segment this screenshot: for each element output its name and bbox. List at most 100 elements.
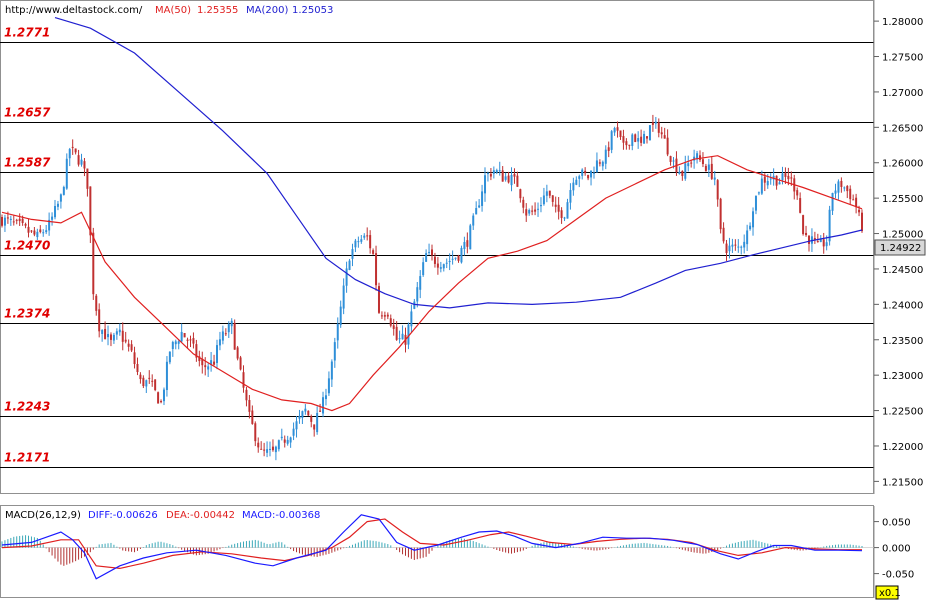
candle-bull xyxy=(416,287,419,302)
candle-bull xyxy=(80,159,83,165)
candle-bear xyxy=(628,144,631,146)
candle-bull xyxy=(743,241,746,248)
candle-bear xyxy=(846,186,849,192)
candle-bear xyxy=(133,352,136,365)
macd-name: MACD(26,12,9) xyxy=(5,510,81,521)
candle-bear xyxy=(392,325,395,329)
level-label: 1.2587 xyxy=(4,156,51,170)
price-tick-label: 1.27500 xyxy=(882,53,923,64)
candle-bear xyxy=(95,295,98,311)
candle-bear xyxy=(271,446,274,451)
candle-bull xyxy=(687,163,690,167)
candle-bear xyxy=(224,333,227,335)
candle-bear xyxy=(369,235,372,249)
price-tick-label: 1.26000 xyxy=(882,159,923,170)
candle-bull xyxy=(65,158,68,189)
candle-bull xyxy=(101,330,104,334)
candle-bull xyxy=(592,172,595,174)
candle-bull xyxy=(171,342,174,350)
candle-bull xyxy=(672,160,675,162)
candle-bear xyxy=(142,377,145,387)
candle-bear xyxy=(254,423,257,442)
candle-bear xyxy=(148,377,151,379)
price-tick-label: 1.21500 xyxy=(882,477,923,488)
candle-bull xyxy=(439,267,442,269)
candle-bear xyxy=(121,330,124,342)
candle-bear xyxy=(27,226,30,233)
candle-bull xyxy=(445,262,448,264)
candle-bull xyxy=(316,412,319,433)
candle-bull xyxy=(162,389,165,402)
candle-bear xyxy=(858,209,861,213)
candle-bear xyxy=(366,235,369,237)
zoom-badge[interactable] xyxy=(875,585,899,600)
candle-bull xyxy=(336,323,339,341)
candle-bear xyxy=(136,364,139,373)
candle-bear xyxy=(840,180,843,187)
candle-bull xyxy=(180,331,183,342)
candle-bull xyxy=(280,436,283,439)
candle-bear xyxy=(666,137,669,155)
candle-bear xyxy=(646,136,648,139)
candle-bear xyxy=(519,189,522,199)
candle-bull xyxy=(678,171,681,174)
candle-bull xyxy=(486,173,489,175)
ma50-value: 1.25355 xyxy=(197,5,238,16)
candle-bull xyxy=(572,182,575,191)
candle-bull xyxy=(45,230,48,233)
candle-bull xyxy=(825,242,828,247)
candle-bull xyxy=(451,258,454,260)
candle-bear xyxy=(186,339,189,341)
candle-bull xyxy=(684,163,687,179)
candlestick-series xyxy=(1,114,863,461)
candle-bull xyxy=(484,175,487,194)
moving-averages xyxy=(1,17,863,412)
candle-bull xyxy=(728,245,731,252)
candle-bull xyxy=(604,149,607,164)
candle-bear xyxy=(431,249,433,256)
candle-bull xyxy=(654,121,657,124)
candle-bull xyxy=(266,449,269,453)
candle-bull xyxy=(168,351,171,363)
candle-bull xyxy=(422,262,425,276)
candle-bull xyxy=(269,448,272,450)
candle-bear xyxy=(12,221,15,223)
candle-bear xyxy=(372,250,375,254)
candle-bear xyxy=(489,173,492,177)
candle-bull xyxy=(216,345,218,364)
price-tick-label: 1.23500 xyxy=(882,336,923,347)
candle-bear xyxy=(625,141,628,146)
candle-bear xyxy=(725,243,728,254)
level-label: 1.2470 xyxy=(4,239,50,253)
candle-bull xyxy=(289,437,292,443)
candle-bear xyxy=(813,238,816,240)
candle-bear xyxy=(704,165,707,172)
candle-bear xyxy=(619,130,622,138)
candle-bear xyxy=(380,315,383,317)
candle-bull xyxy=(510,175,513,186)
candle-bear xyxy=(1,217,3,226)
candle-bull xyxy=(772,175,775,180)
macd-tick-label: 0.000 xyxy=(882,544,911,555)
candle-bear xyxy=(584,170,587,174)
candle-bull xyxy=(643,133,646,144)
ma50-line xyxy=(1,155,863,412)
candle-bull xyxy=(528,209,531,214)
candle-bull xyxy=(746,230,749,245)
candle-bull xyxy=(498,170,501,172)
candle-bear xyxy=(257,442,260,448)
candle-bear xyxy=(307,410,310,416)
candle-bear xyxy=(109,334,112,340)
candle-bull xyxy=(537,208,540,210)
candle-bear xyxy=(734,244,737,246)
candle-bull xyxy=(545,191,548,196)
candle-bear xyxy=(154,379,157,391)
candle-bull xyxy=(563,217,566,219)
candle-bull xyxy=(398,338,401,340)
price-tick-label: 1.28000 xyxy=(882,17,923,28)
candle-bear xyxy=(310,416,313,422)
price-tick-label: 1.24000 xyxy=(882,300,923,311)
candle-bear xyxy=(548,190,551,196)
candle-bear xyxy=(201,358,204,366)
candle-bull xyxy=(648,125,651,141)
